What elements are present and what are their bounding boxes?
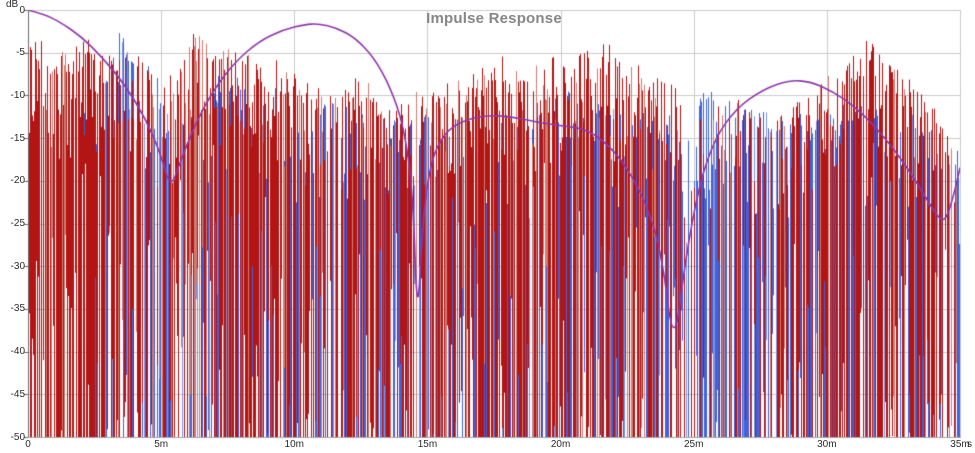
impulse-response-window: Impulse Response dB s 0 -5 -10 -15 -20 -25 -30… [0, 0, 975, 453]
impulse-response-plot[interactable] [0, 0, 975, 453]
